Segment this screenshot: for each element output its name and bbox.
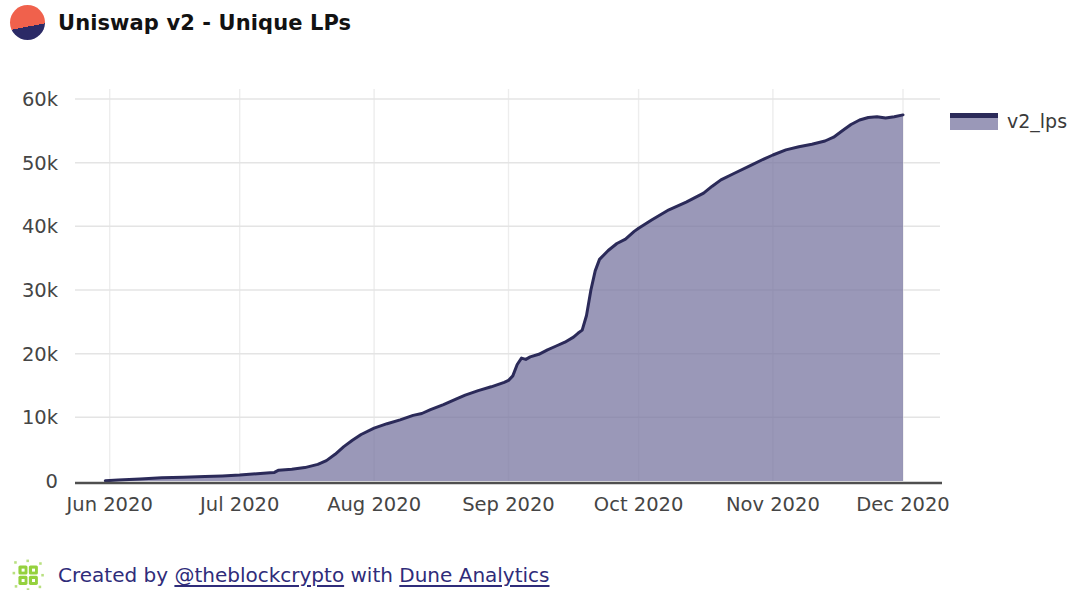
dune-analytics-link[interactable]: Dune Analytics [399,563,549,587]
x-tick-label: Jun 2020 [65,493,153,516]
y-tick-label: 30k [22,279,59,302]
chart-header: Uniswap v2 - Unique LPs [10,5,351,40]
uniswap-logo-icon [10,5,45,40]
x-tick-label: Dec 2020 [856,493,950,516]
y-tick-label: 0 [46,470,58,493]
legend: v2_lps [950,110,1067,132]
legend-swatch-icon [950,113,998,130]
attribution-text: Created by @theblockcrypto with Dune Ana… [58,563,550,587]
y-tick-label: 50k [22,152,59,175]
attribution-middle: with [344,563,399,587]
legend-label: v2_lps [1007,110,1067,132]
x-tick-label: Jul 2020 [198,493,279,516]
y-tick-label: 60k [22,88,59,111]
page-title: Uniswap v2 - Unique LPs [58,11,351,35]
legend-item-v2-lps[interactable]: v2_lps [950,110,1067,132]
y-tick-label: 10k [22,406,59,429]
attribution-prefix: Created by [58,563,174,587]
theblockcrypto-link[interactable]: @theblockcrypto [174,563,344,587]
area-series-fill [105,115,903,481]
y-tick-label: 40k [22,215,59,238]
y-tick-label: 20k [22,343,59,366]
area-chart-plot: 0 10k 20k 30k 40k 50k 60k Jun 2020 Jul 2020 Aug 2… [0,85,1080,530]
x-tick-label: Oct 2020 [594,493,684,516]
dune-analytics-icon [11,558,45,590]
footer-attribution: Created by @theblockcrypto with Dune Ana… [11,543,550,590]
x-tick-label: Sep 2020 [462,493,555,516]
x-tick-label: Aug 2020 [327,493,421,516]
x-tick-label: Nov 2020 [726,493,820,516]
